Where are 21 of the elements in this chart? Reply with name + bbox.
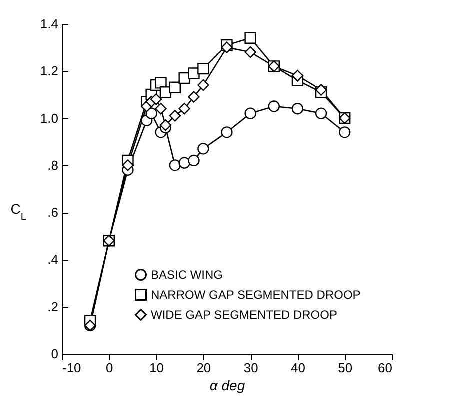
y-tick-label: .4 (48, 252, 58, 268)
x-tick-label: -10 (62, 360, 82, 376)
y-tick-label: 1.0 (40, 110, 58, 126)
legend-label: NARROW GAP SEGMENTED DROOP (151, 288, 361, 302)
x-tick-label: 10 (150, 360, 164, 376)
legend-label: BASIC WING (151, 268, 224, 282)
y-tick-label: .6 (48, 205, 58, 220)
y-tick-label: .8 (48, 158, 58, 173)
y-tick-label: 0 (51, 346, 58, 362)
y-tick-label: .2 (48, 299, 58, 314)
x-axis-title: α deg (210, 378, 246, 394)
x-tick-label: 0 (106, 360, 114, 376)
y-tick-label: 1.4 (40, 16, 58, 32)
y-tick-label: 1.2 (40, 64, 58, 79)
x-tick-label: 40 (290, 360, 306, 376)
x-tick-label: 20 (196, 360, 212, 376)
x-tick-label: 30 (244, 360, 258, 376)
x-tick-label: 60 (378, 360, 392, 376)
y-axis-title: C$_{L}$ (10, 201, 27, 223)
x-tick-label: 50 (338, 360, 353, 376)
legend-label: WIDE GAP SEGMENTED DROOP (151, 308, 338, 322)
